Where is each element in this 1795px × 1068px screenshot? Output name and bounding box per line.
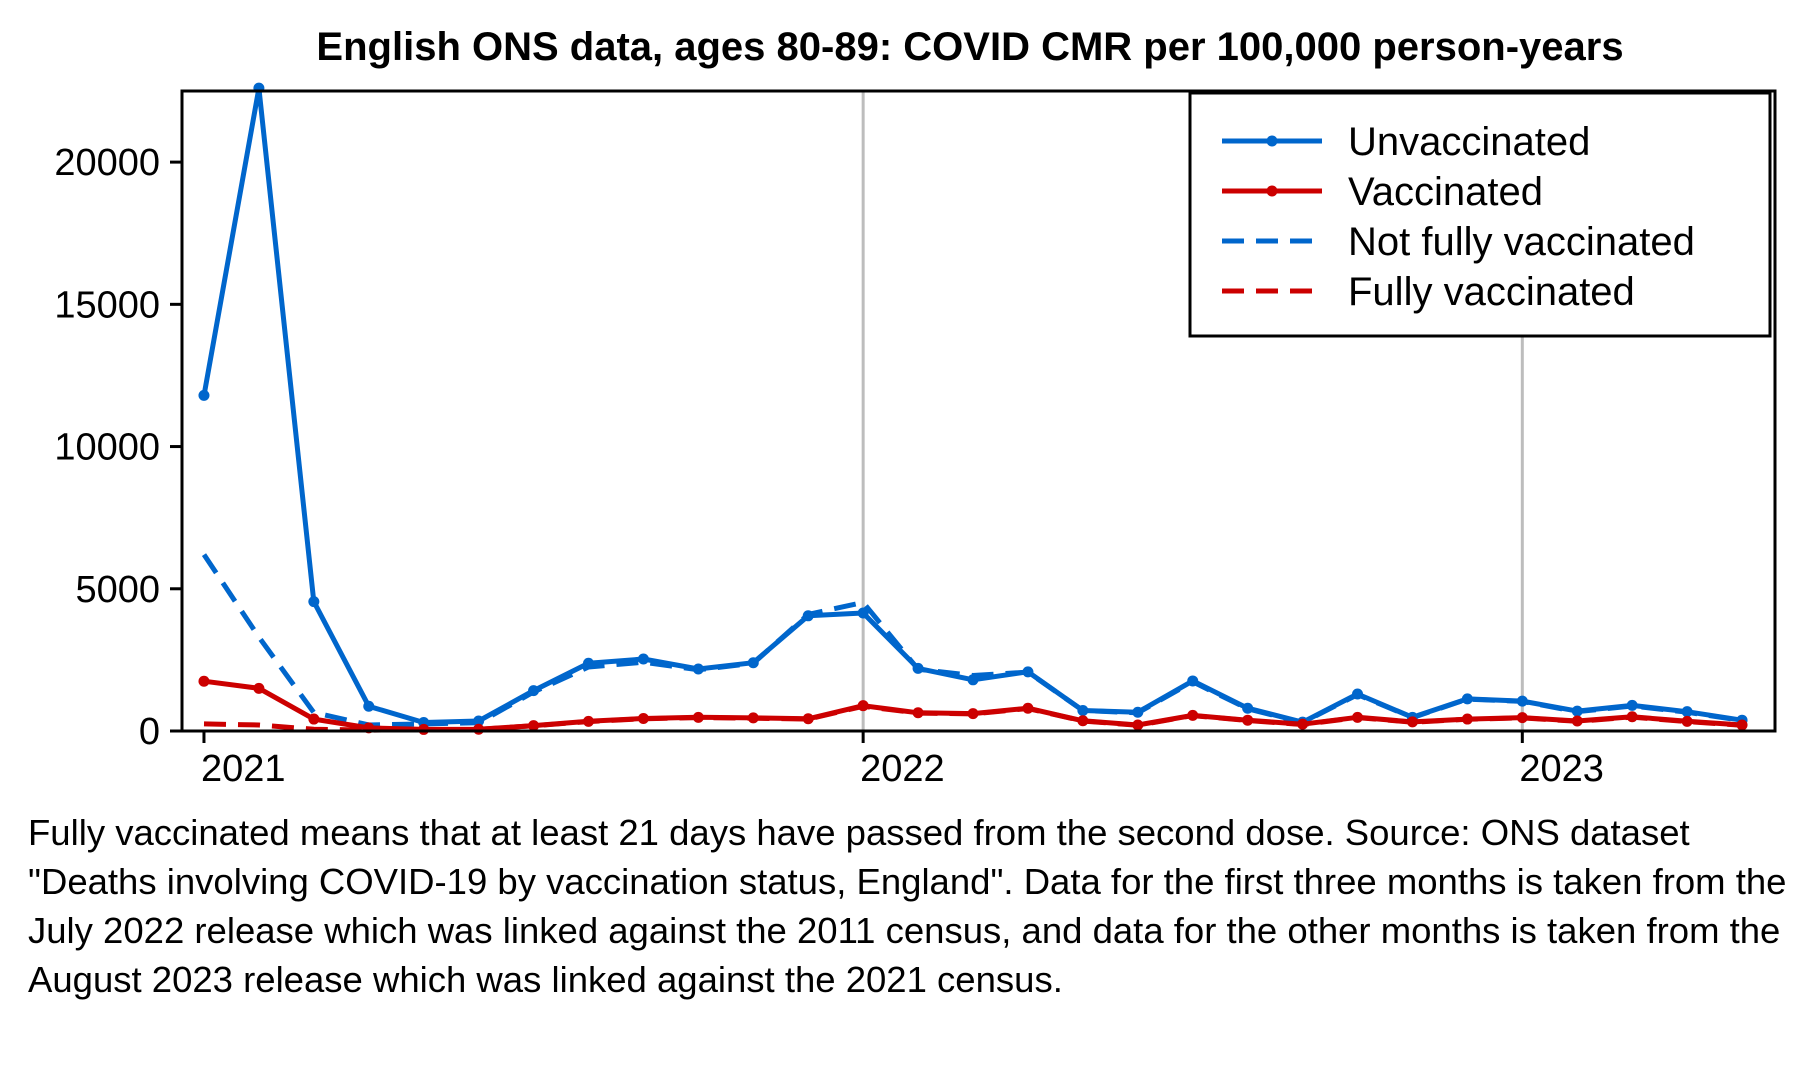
data-point-vaccinated xyxy=(1352,711,1364,723)
y-tick-label: 10000 xyxy=(54,427,160,469)
chart: English ONS data, ages 80-89: COVID CMR … xyxy=(54,25,1777,790)
data-point-vaccinated xyxy=(912,707,924,719)
data-point-unvaccinated xyxy=(1022,666,1034,678)
data-point-vaccinated xyxy=(1461,713,1473,725)
data-point-vaccinated xyxy=(1077,715,1089,727)
y-axis: 0 5000 10000 15000 20000 xyxy=(54,142,182,753)
data-point-unvaccinated xyxy=(1187,675,1199,687)
x-tick-label: 2023 xyxy=(1519,748,1604,790)
data-point-vaccinated xyxy=(198,675,210,687)
data-point-unvaccinated xyxy=(912,662,924,674)
data-point-unvaccinated xyxy=(308,596,320,608)
y-tick-label: 15000 xyxy=(54,284,160,326)
data-point-vaccinated xyxy=(1681,715,1693,727)
y-tick-label: 0 xyxy=(139,711,160,753)
chart-title: English ONS data, ages 80-89: COVID CMR … xyxy=(316,25,1623,69)
legend-label-not-fully-vaccinated: Not fully vaccinated xyxy=(1348,220,1695,264)
data-point-vaccinated xyxy=(802,713,814,725)
data-point-unvaccinated xyxy=(363,700,375,712)
data-point-vaccinated xyxy=(967,708,979,720)
caption: Fully vaccinated means that at least 21 … xyxy=(28,812,1787,1000)
data-point-vaccinated xyxy=(1132,719,1144,731)
x-tick-label: 2021 xyxy=(201,748,286,790)
data-point-vaccinated xyxy=(1516,712,1528,724)
data-point-unvaccinated xyxy=(1571,705,1583,717)
legend-marker-unvaccinated xyxy=(1266,135,1278,147)
data-point-unvaccinated xyxy=(198,389,210,401)
data-point-vaccinated xyxy=(473,723,485,735)
y-tick-label: 20000 xyxy=(54,142,160,184)
legend-label-fully-vaccinated: Fully vaccinated xyxy=(1348,270,1635,314)
data-point-vaccinated xyxy=(1297,718,1309,730)
data-point-unvaccinated xyxy=(1626,699,1638,711)
data-point-unvaccinated xyxy=(692,663,704,675)
data-point-vaccinated xyxy=(857,700,869,712)
data-point-unvaccinated xyxy=(637,653,649,665)
data-point-unvaccinated xyxy=(1516,695,1528,707)
data-point-unvaccinated xyxy=(528,685,540,697)
legend: Unvaccinated Vaccinated Not fully vaccinat… xyxy=(1188,91,1772,338)
x-axis: 2021 2022 2023 xyxy=(201,731,1604,790)
data-point-vaccinated xyxy=(418,723,430,735)
data-point-vaccinated xyxy=(747,712,759,724)
data-point-unvaccinated xyxy=(1461,693,1473,705)
data-point-unvaccinated xyxy=(582,657,594,669)
data-point-unvaccinated xyxy=(1352,688,1364,700)
data-point-vaccinated xyxy=(528,720,540,732)
legend-frame xyxy=(1188,91,1772,338)
data-point-unvaccinated xyxy=(747,657,759,669)
data-point-unvaccinated xyxy=(1242,702,1254,714)
data-point-unvaccinated xyxy=(802,610,814,622)
x-tick-label: 2022 xyxy=(860,748,945,790)
y-tick-label: 5000 xyxy=(75,569,160,611)
data-point-vaccinated xyxy=(1626,711,1638,723)
data-point-unvaccinated xyxy=(967,674,979,686)
data-point-unvaccinated xyxy=(857,607,869,619)
data-point-vaccinated xyxy=(1242,714,1254,726)
plot-frame xyxy=(180,89,1777,733)
legend-label-unvaccinated: Unvaccinated xyxy=(1348,120,1590,164)
data-point-unvaccinated xyxy=(1132,706,1144,718)
data-point-vaccinated xyxy=(1022,702,1034,714)
data-point-vaccinated xyxy=(1736,719,1748,731)
data-point-unvaccinated xyxy=(1681,706,1693,718)
data-point-vaccinated xyxy=(692,711,704,723)
data-point-vaccinated xyxy=(308,713,320,725)
data-point-vaccinated xyxy=(1187,709,1199,721)
data-point-vaccinated xyxy=(253,682,265,694)
data-point-unvaccinated xyxy=(473,715,485,727)
data-point-vaccinated xyxy=(637,712,649,724)
data-point-unvaccinated xyxy=(1077,705,1089,717)
data-point-vaccinated xyxy=(1571,715,1583,727)
legend-label-vaccinated: Vaccinated xyxy=(1348,170,1543,214)
legend-marker-vaccinated xyxy=(1266,185,1278,197)
data-point-vaccinated xyxy=(582,715,594,727)
data-point-vaccinated xyxy=(1406,716,1418,728)
